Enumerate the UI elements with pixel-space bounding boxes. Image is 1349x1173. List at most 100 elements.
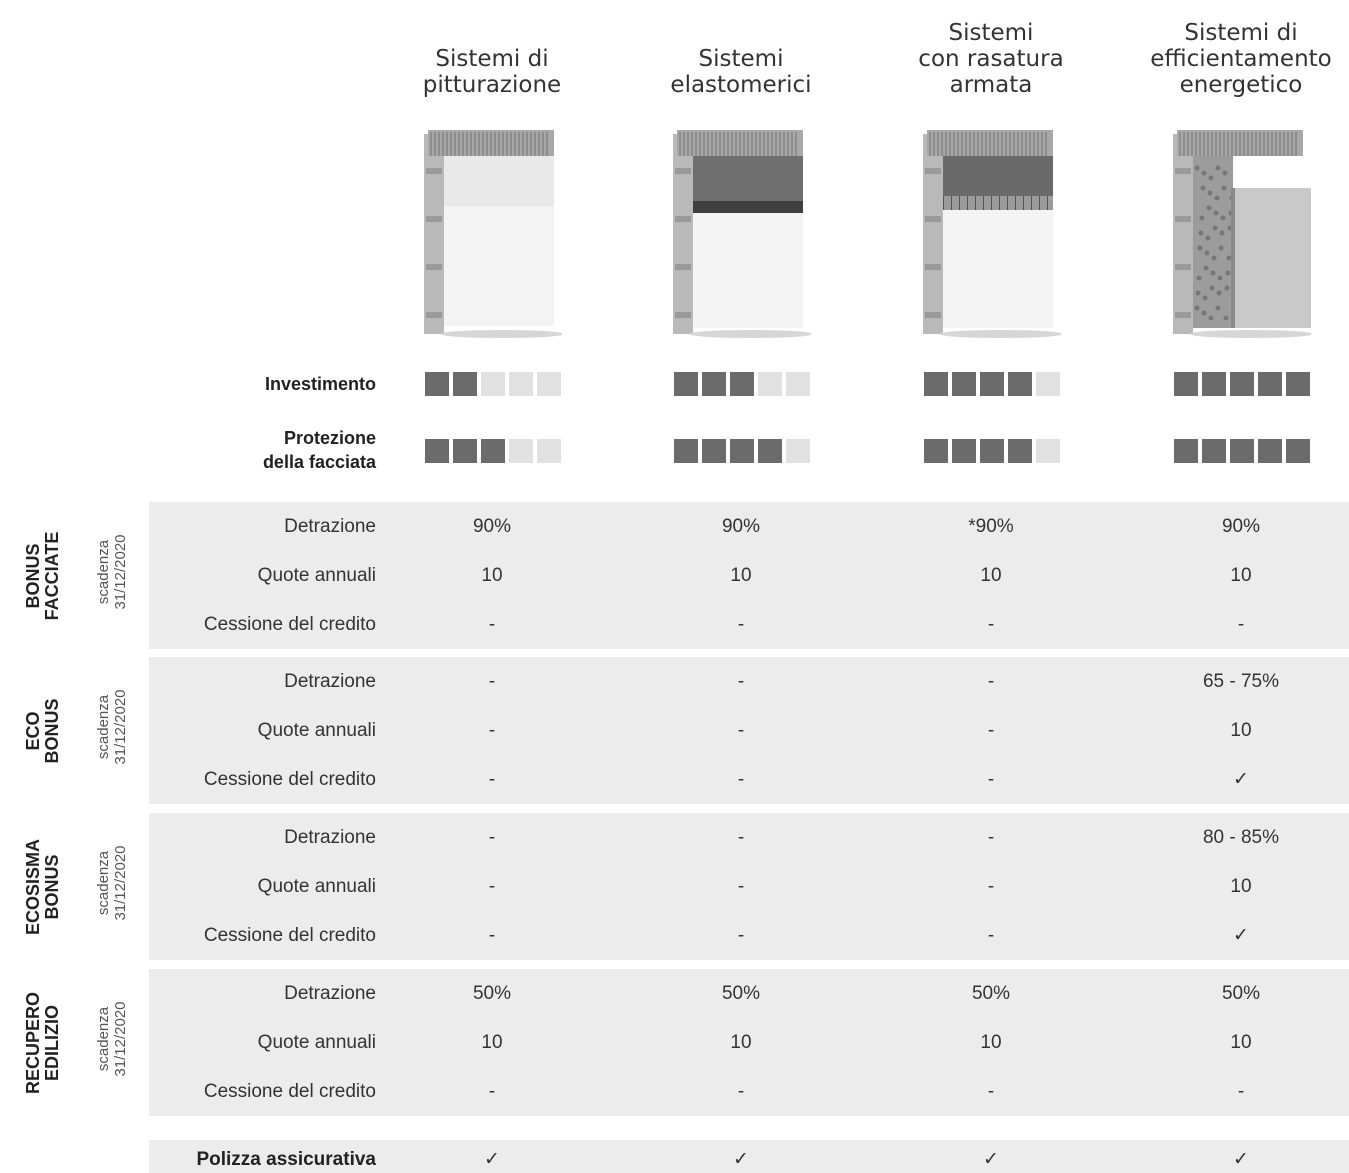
table-cell: 10 [730,1032,752,1053]
rating-square [453,439,477,463]
rating-square [1286,372,1310,396]
table-cell: - [987,671,995,692]
wall-insulation-system-icon [1173,130,1313,338]
cessione-label: Cessione del credito [203,614,376,635]
rating-square [509,439,533,463]
rating-square [758,439,782,463]
rating-square [1174,439,1198,463]
wall-illustration [422,128,564,338]
rating-square [1230,372,1254,396]
protezione-label: Protezione della facciata [262,428,376,472]
polizza-label: Polizza assicurativa [196,1149,376,1170]
detrazione-label: Detrazione [284,671,376,692]
table-cell: - [737,769,745,790]
rating-square [674,372,698,396]
table-cell: 10 [980,565,1002,586]
table-cell: 50% [472,983,512,1004]
rating-square [730,372,754,396]
table-cell: - [737,614,745,635]
rating-square [1258,372,1282,396]
rating-square [758,372,782,396]
table-cell: - [737,925,745,946]
table-cell: *90% [968,516,1014,537]
protezione-rating [924,439,1064,463]
rating-square [980,439,1004,463]
cessione-label: Cessione del credito [203,925,376,946]
wall-illustration [1171,128,1313,338]
rating-square [786,439,810,463]
table-cell: - [488,720,496,741]
table-cell: - [737,827,745,848]
rating-square [537,372,561,396]
wall-illustration [671,128,813,338]
quote-label: Quote annuali [257,720,376,741]
investimento-rating [1174,372,1314,396]
bonus-expiry: scadenza 31/12/2020 [95,1000,129,1077]
table-cell: 10 [481,1032,503,1053]
table-cell: 10 [980,1032,1002,1053]
column-title: Sistemi elastomerici [670,46,812,98]
table-cell: - [987,1081,995,1102]
bonus-expiry: scadenza 31/12/2020 [95,533,129,610]
polizza-cell: ✓ [1233,1149,1249,1170]
column-title: Sistemi di efficientamento energetico [1150,20,1332,98]
rating-square [1230,439,1254,463]
polizza-cell: ✓ [733,1149,749,1170]
rating-square [1258,439,1282,463]
bonus-group-background [149,502,1349,649]
table-cell: - [488,876,496,897]
rating-square [1008,439,1032,463]
table-cell: ✓ [1233,925,1249,946]
bonus-group-name: ECOSISMA BONUS [23,838,62,935]
rating-square [481,439,505,463]
investimento-label: Investimento [264,374,376,394]
table-cell: 90% [1221,516,1261,537]
table-cell: 65 - 75% [1202,671,1280,692]
protezione-rating [674,439,814,463]
table-cell: - [987,769,995,790]
quote-label: Quote annuali [257,565,376,586]
rating-square [1036,439,1060,463]
rating-square [786,372,810,396]
wall-reinforced-skim-system-icon [923,130,1063,338]
table-cell: - [488,614,496,635]
rating-square [453,372,477,396]
rating-square [1202,439,1226,463]
bonus-group-name: RECUPERO EDILIZIO [23,991,62,1094]
table-cell: - [737,1081,745,1102]
investimento-rating [924,372,1064,396]
bonus-group-name: ECO BONUS [23,698,62,764]
table-cell: - [987,925,995,946]
table-cell: - [987,614,995,635]
bonus-expiry: scadenza 31/12/2020 [95,844,129,921]
cessione-label: Cessione del credito [203,1081,376,1102]
table-cell: - [488,827,496,848]
cessione-label: Cessione del credito [203,769,376,790]
bonus-expiry: scadenza 31/12/2020 [95,688,129,765]
table-cell: 10 [1230,1032,1252,1053]
detrazione-label: Detrazione [284,516,376,537]
wall-illustration [921,128,1063,338]
polizza-cell: ✓ [484,1149,500,1170]
rating-square [952,439,976,463]
wall-elastomeric-system-icon [673,130,813,338]
table-cell: - [1237,1081,1245,1102]
table-cell: 10 [1230,565,1252,586]
table-cell: - [987,827,995,848]
bonus-group-name: BONUS FACCIATE [23,531,62,620]
table-cell: - [987,876,995,897]
polizza-cell: ✓ [983,1149,999,1170]
rating-square [1202,372,1226,396]
polizza-row-background [149,1140,1349,1173]
protezione-rating [425,439,565,463]
rating-square [730,439,754,463]
table-cell: ✓ [1233,769,1249,790]
table-cell: - [488,769,496,790]
rating-square [537,439,561,463]
rating-square [924,439,948,463]
bonus-group-background [149,813,1349,960]
bonus-group-background [149,969,1349,1116]
rating-square [702,439,726,463]
protezione-rating [1174,439,1314,463]
rating-square [425,439,449,463]
